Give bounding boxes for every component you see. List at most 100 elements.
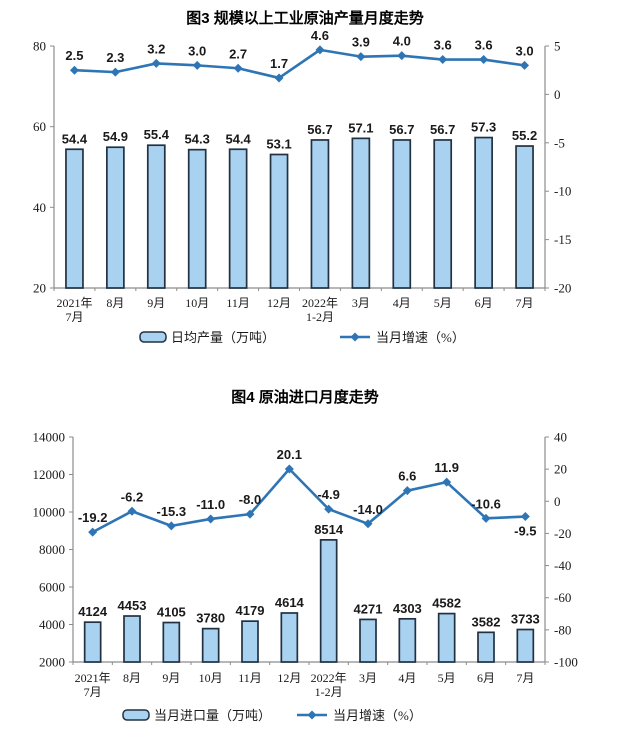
growth-rate-line (73, 48, 526, 80)
line-value-label: -14.0 (353, 502, 383, 517)
bar-value-label: 54.4 (62, 131, 88, 146)
left-axis-tick-label: 4000 (39, 617, 65, 632)
line-marker-diamond (402, 486, 412, 496)
line-value-label: -15.3 (157, 504, 187, 519)
right-axis-tick-label: -40 (554, 558, 571, 573)
right-axis-tick-label: -100 (554, 655, 578, 670)
x-axis-label: 6月 (475, 296, 493, 310)
line-value-label: 11.9 (434, 460, 459, 475)
bar-value-label: 4105 (157, 605, 186, 620)
x-axis-label: 11月 (238, 671, 262, 685)
line-value-label: 4.6 (311, 28, 329, 43)
left-axis-tick-label: 12000 (33, 467, 66, 482)
bar-value-label: 55.4 (144, 127, 170, 142)
legend-line-marker-diamond (350, 332, 360, 342)
bar (280, 612, 299, 663)
bar-value-label: 4453 (118, 598, 147, 613)
line-marker-diamond (245, 509, 255, 519)
bar (351, 137, 371, 289)
bar (477, 631, 495, 663)
growth-rate-line (91, 467, 527, 534)
right-axis-tick-label: -80 (554, 622, 571, 637)
x-axis-label: 5月 (434, 296, 452, 310)
x-axis-label: 6月 (477, 671, 495, 685)
line-value-label: 3.6 (434, 38, 452, 53)
line-marker-diamond (151, 58, 161, 68)
x-axis-label: 11月 (226, 296, 250, 310)
line-value-label: 2.5 (65, 48, 83, 63)
x-axis-label: 2022年 (311, 671, 347, 685)
line-value-label: -8.0 (239, 492, 261, 507)
left-axis-tick-label: 80 (33, 39, 46, 54)
line-marker-diamond (479, 55, 489, 65)
line-marker-diamond (397, 51, 407, 61)
line-marker-diamond (438, 55, 448, 65)
bar (123, 615, 141, 663)
line-value-label: 20.1 (277, 447, 302, 462)
x-axis-label: 1-2月 (306, 310, 334, 324)
left-axis-tick-label: 20 (33, 281, 46, 296)
bar-value-label: 53.1 (266, 136, 291, 151)
bar (433, 139, 453, 289)
line-marker-diamond (284, 464, 294, 474)
line-value-label: 3.9 (352, 35, 370, 50)
x-axis-label: 8月 (106, 296, 124, 310)
legend-bar-label: 日均产量（万吨） (171, 330, 275, 345)
bar (437, 612, 456, 663)
bar (310, 139, 330, 289)
line-value-label: 3.0 (188, 43, 206, 58)
bar (241, 620, 259, 663)
bar (392, 139, 412, 289)
x-axis-label: 2021年 (56, 296, 92, 310)
right-axis-tick-label: -60 (554, 590, 571, 605)
right-axis-tick-label: -20 (554, 526, 571, 541)
line-value-label: -6.2 (121, 489, 143, 504)
bar-value-label: 56.7 (307, 122, 332, 137)
x-axis-label: 9月 (147, 296, 165, 310)
bar (474, 136, 493, 289)
bar (319, 539, 338, 663)
bar-value-label: 54.3 (185, 132, 210, 147)
line-marker-diamond (233, 63, 243, 73)
line-value-label: 3.2 (147, 41, 165, 56)
x-axis-label: 7月 (516, 671, 534, 685)
bar-value-label: 4303 (393, 601, 422, 616)
legend-line-marker-diamond (307, 710, 317, 720)
line-value-label: 3.0 (516, 43, 534, 58)
right-axis-tick-label: -5 (554, 135, 565, 150)
bar-value-label: 57.1 (348, 120, 373, 135)
right-axis-tick-label: 0 (554, 494, 561, 509)
legend-line-label: 当月增速（%） (333, 708, 422, 723)
x-axis-label: 10月 (185, 296, 209, 310)
line-marker-diamond (88, 527, 98, 537)
bar (398, 617, 417, 663)
x-axis-label: 12月 (267, 296, 291, 310)
bar (83, 621, 102, 663)
bar (359, 618, 377, 663)
bar-value-label: 4124 (78, 604, 108, 619)
bar-value-label: 56.7 (389, 122, 414, 137)
line-value-label: 1.7 (270, 56, 288, 71)
x-axis-label: 8月 (123, 671, 141, 685)
bar (228, 148, 248, 289)
bar-value-label: 4179 (236, 603, 265, 618)
line-marker-diamond (520, 512, 530, 522)
bar-value-label: 8514 (314, 522, 344, 537)
x-axis-label: 7月 (516, 296, 534, 310)
x-axis-label: 7月 (65, 310, 83, 324)
bar (201, 627, 220, 663)
bar (516, 628, 535, 663)
line-marker-diamond (315, 45, 325, 55)
line-marker-diamond (127, 506, 137, 516)
x-axis-label: 4月 (393, 296, 411, 310)
right-axis-tick-label: 0 (554, 87, 561, 102)
left-axis-tick-label: 14000 (33, 430, 66, 445)
bar-value-label: 54.4 (225, 131, 251, 146)
line-marker-diamond (442, 477, 452, 487)
line-value-label: 2.3 (106, 50, 124, 65)
figure4-title: 图4 原油进口月度走势 (231, 389, 379, 406)
figure3-chart: 80 60 40 20 5 0 -5 -10 -15 -20 54.4 54.9 55.4 54.3 54.… (33, 28, 571, 345)
right-axis-tick-label: -20 (554, 281, 571, 296)
x-axis-label: 1-2月 (315, 685, 343, 699)
x-axis-label: 2022年 (302, 296, 338, 310)
